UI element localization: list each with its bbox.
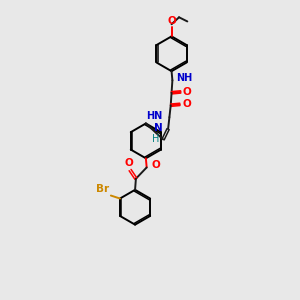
Text: N: N — [154, 123, 162, 133]
Text: NH: NH — [176, 73, 193, 82]
Text: H: H — [152, 134, 160, 144]
Text: Br: Br — [96, 184, 109, 194]
Text: O: O — [124, 158, 133, 168]
Text: O: O — [167, 16, 176, 26]
Text: O: O — [183, 87, 192, 97]
Text: HN: HN — [146, 111, 162, 121]
Text: O: O — [152, 160, 161, 170]
Text: O: O — [182, 99, 191, 110]
